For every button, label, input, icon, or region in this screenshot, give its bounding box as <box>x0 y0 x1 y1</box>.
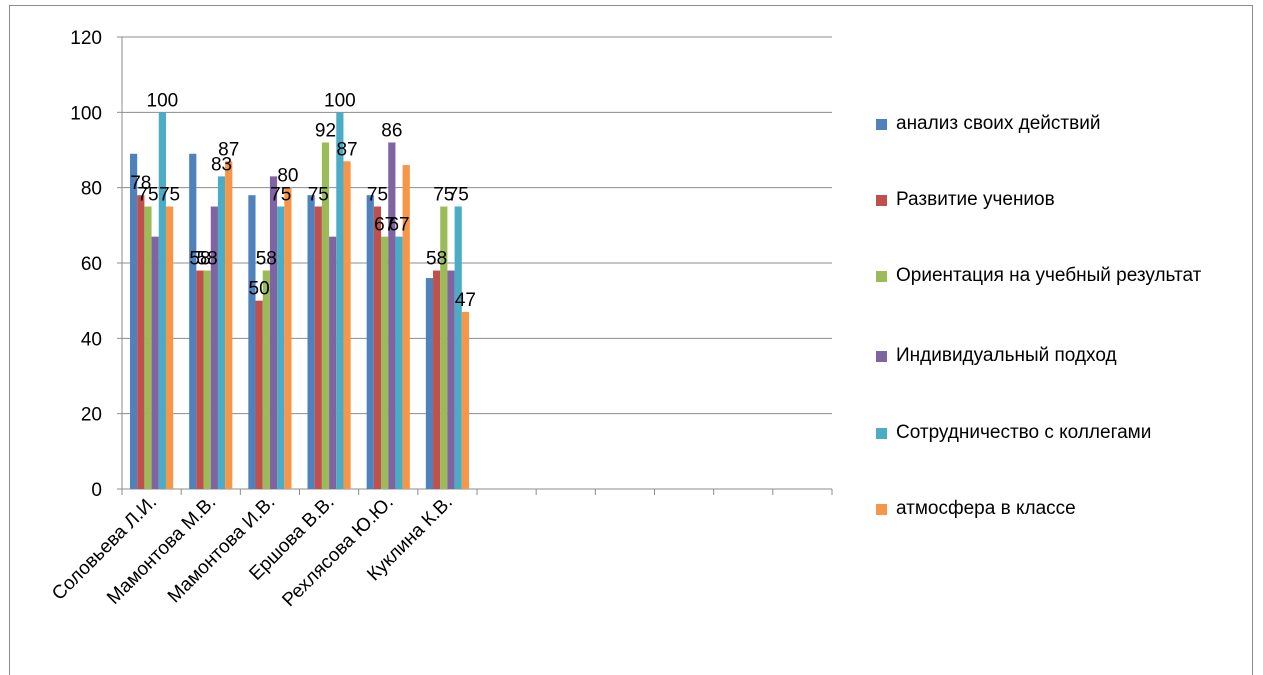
y-tick-label: 60 <box>81 254 102 275</box>
bar <box>269 176 278 489</box>
bar <box>262 270 270 489</box>
data-label: 67 <box>374 215 395 236</box>
data-label: 87 <box>336 139 357 160</box>
data-label: 87 <box>218 139 239 160</box>
data-label: 92 <box>315 120 336 141</box>
legend-label: Сотрудничество с коллегами <box>896 422 1152 443</box>
bar <box>151 236 159 489</box>
bar <box>225 161 233 490</box>
data-label: 47 <box>455 290 476 311</box>
bar <box>277 206 285 489</box>
legend-label: атмосфера в классе <box>896 498 1076 519</box>
data-label: 75 <box>308 185 329 206</box>
legend-swatch <box>876 195 887 206</box>
bar <box>461 311 469 489</box>
bar <box>366 195 374 489</box>
bar <box>454 206 462 489</box>
x-tick-label: Мамонтова И.В. <box>164 492 280 608</box>
legend-swatch <box>876 119 887 130</box>
bar <box>307 195 315 489</box>
data-label: 80 <box>277 166 298 187</box>
data-label: 100 <box>147 90 179 111</box>
data-label: 83 <box>211 154 232 175</box>
bar <box>217 176 226 489</box>
bar <box>255 300 263 489</box>
legend-label: Индивидуальный подход <box>896 345 1117 366</box>
legend-item: Развитие учениов <box>876 186 1226 213</box>
bar <box>402 165 410 490</box>
legend-swatch <box>876 271 887 282</box>
bars <box>130 112 469 490</box>
data-label: 75 <box>137 185 158 206</box>
y-tick-label: 120 <box>70 28 102 49</box>
legend-item: Ориентация на учебный результат <box>876 262 1226 289</box>
bar <box>395 236 403 489</box>
legend-swatch <box>876 504 887 515</box>
bar <box>314 206 322 489</box>
bar <box>425 278 434 489</box>
bar <box>130 153 138 489</box>
data-label: 78 <box>130 173 151 194</box>
legend-label: Ориентация на учебный результат <box>896 265 1202 286</box>
x-tick-label: Соловьева Л.И. <box>48 492 161 605</box>
bar <box>158 112 166 489</box>
x-tick-label: Рехлясова Ю.Ю. <box>278 492 397 611</box>
bar <box>388 142 396 489</box>
y-tick-label: 20 <box>81 405 102 426</box>
axes <box>117 36 833 495</box>
legend-label: Развитие учениов <box>896 189 1055 210</box>
bar <box>373 206 382 489</box>
bar <box>440 206 448 489</box>
data-label: 75 <box>448 185 469 206</box>
legend-item: Сотрудничество с коллегами <box>876 419 1226 446</box>
data-label: 75 <box>367 185 388 206</box>
bar <box>203 270 211 489</box>
y-tick-label: 80 <box>81 179 102 200</box>
bar <box>196 270 204 489</box>
y-tick-label: 100 <box>70 103 102 124</box>
bar <box>343 161 351 490</box>
y-tick-label: 0 <box>91 480 102 501</box>
bar <box>329 236 337 489</box>
bar <box>137 195 145 489</box>
data-label: 75 <box>270 185 291 206</box>
legend-item: анализ своих действий <box>876 110 1226 137</box>
legend-item: Индивидуальный подход <box>876 342 1226 369</box>
data-label: 58 <box>189 249 210 270</box>
data-label: 100 <box>324 90 356 111</box>
bar <box>321 142 330 489</box>
data-label: 75 <box>159 185 180 206</box>
legend-swatch <box>876 351 887 362</box>
bar <box>248 195 256 489</box>
bar <box>284 187 292 489</box>
x-tick-label: Мамонтова М.В. <box>103 492 220 609</box>
bar <box>433 270 441 489</box>
bar <box>189 153 197 489</box>
data-label: 86 <box>381 120 402 141</box>
bar <box>336 112 344 489</box>
data-label: 75 <box>433 185 454 206</box>
bar <box>165 206 174 489</box>
data-label: 58 <box>426 249 447 270</box>
bar <box>144 206 152 489</box>
data-label: 58 <box>197 249 218 270</box>
bar <box>447 270 455 489</box>
legend-label: анализ своих действий <box>896 113 1101 134</box>
legend-item: атмосфера в классе <box>876 495 1226 522</box>
data-label: 50 <box>249 279 270 300</box>
gridlines <box>122 36 832 415</box>
bar <box>381 236 389 489</box>
data-label: 58 <box>256 249 277 270</box>
data-label: 67 <box>388 215 409 236</box>
legend-swatch <box>876 428 887 439</box>
y-tick-label: 40 <box>81 329 102 350</box>
bar <box>210 206 218 489</box>
